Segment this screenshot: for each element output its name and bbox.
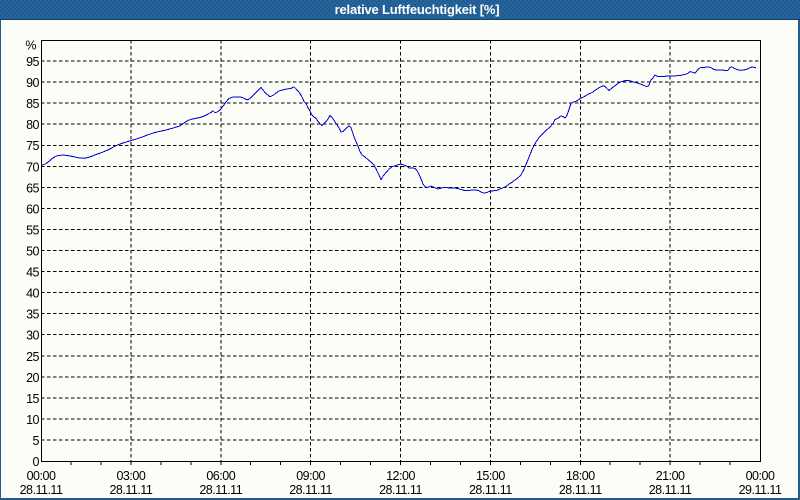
svg-text:55: 55 — [26, 223, 39, 237]
svg-text:20: 20 — [26, 371, 39, 385]
svg-text:80: 80 — [26, 118, 39, 132]
svg-text:00:00: 00:00 — [746, 469, 775, 483]
svg-text:40: 40 — [26, 287, 39, 301]
svg-text:85: 85 — [26, 97, 39, 111]
svg-text:18:00: 18:00 — [566, 469, 595, 483]
svg-text:28.11.11: 28.11.11 — [109, 483, 152, 497]
svg-text:60: 60 — [26, 202, 39, 216]
svg-text:45: 45 — [26, 266, 39, 280]
svg-text:75: 75 — [26, 139, 39, 153]
svg-text:12:00: 12:00 — [386, 469, 415, 483]
svg-text:28.11.11: 28.11.11 — [199, 483, 242, 497]
svg-text:06:00: 06:00 — [206, 469, 235, 483]
svg-text:15: 15 — [26, 392, 39, 406]
svg-text:28.11.11: 28.11.11 — [379, 483, 422, 497]
svg-text:50: 50 — [26, 245, 39, 259]
svg-text:29.11.11: 29.11.11 — [739, 483, 782, 497]
svg-text:28.11.11: 28.11.11 — [20, 483, 63, 497]
svg-text:90: 90 — [26, 76, 39, 90]
svg-text:28.11.11: 28.11.11 — [469, 483, 512, 497]
svg-text:28.11.11: 28.11.11 — [559, 483, 602, 497]
svg-text:5: 5 — [33, 434, 40, 448]
svg-text:21:00: 21:00 — [656, 469, 685, 483]
svg-text:15:00: 15:00 — [476, 469, 505, 483]
svg-text:95: 95 — [26, 55, 39, 69]
svg-text:70: 70 — [26, 160, 39, 174]
svg-text:%: % — [25, 39, 36, 53]
svg-text:03:00: 03:00 — [116, 469, 145, 483]
svg-text:10: 10 — [26, 413, 39, 427]
svg-text:09:00: 09:00 — [296, 469, 325, 483]
svg-text:28.11.11: 28.11.11 — [289, 483, 332, 497]
svg-text:65: 65 — [26, 181, 39, 195]
svg-text:28.11.11: 28.11.11 — [649, 483, 692, 497]
svg-text:0: 0 — [33, 455, 40, 469]
svg-text:30: 30 — [26, 329, 39, 343]
svg-text:35: 35 — [26, 308, 39, 322]
svg-text:00:00: 00:00 — [27, 469, 56, 483]
svg-text:25: 25 — [26, 350, 39, 364]
